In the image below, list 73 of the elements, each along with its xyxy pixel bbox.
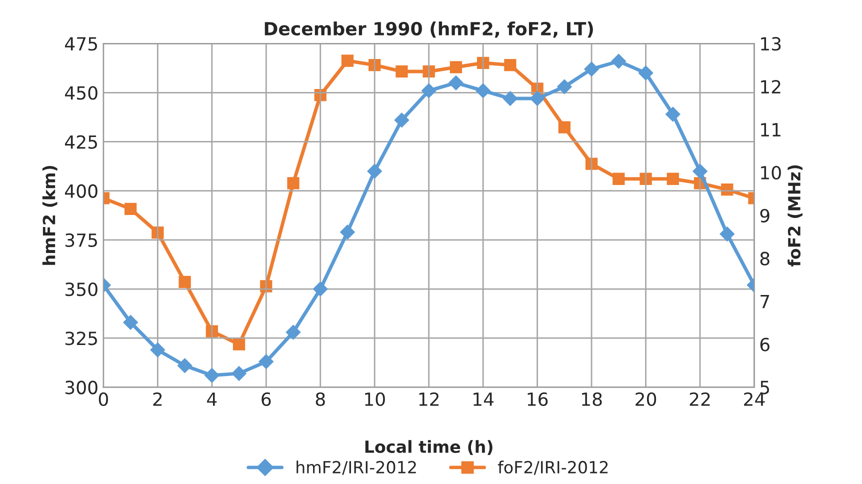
y2-tick-label: 12 bbox=[761, 80, 780, 94]
x-tick-label: 8 bbox=[316, 392, 325, 406]
point bbox=[396, 65, 408, 78]
point bbox=[123, 315, 138, 330]
y2-tick-label: 11 bbox=[761, 123, 780, 136]
point bbox=[692, 164, 708, 179]
legend-label: hmF2/IRI-2012 bbox=[296, 460, 416, 475]
y2-tick-label: 10 bbox=[761, 166, 781, 180]
y-axis-title: hmF2 (km) bbox=[42, 166, 58, 265]
point bbox=[258, 354, 274, 370]
x-tick-label: 10 bbox=[365, 392, 385, 406]
point bbox=[720, 226, 735, 242]
point bbox=[584, 62, 599, 76]
point bbox=[585, 158, 598, 170]
point bbox=[178, 276, 191, 288]
point bbox=[666, 172, 679, 185]
point bbox=[476, 83, 490, 98]
y2-tick-label: 7 bbox=[760, 294, 770, 308]
point bbox=[557, 79, 572, 94]
x-tick-label: 16 bbox=[528, 392, 548, 406]
x-tick-label: 18 bbox=[582, 392, 602, 406]
point bbox=[341, 54, 354, 67]
chart-title: December 1990 (hmF2, foF2, LT) bbox=[264, 22, 593, 38]
point bbox=[448, 75, 464, 90]
point bbox=[640, 172, 652, 185]
point bbox=[502, 91, 518, 106]
y2-tick-label: 8 bbox=[760, 252, 770, 266]
point bbox=[450, 61, 462, 74]
x-tick-label: 2 bbox=[153, 392, 162, 406]
y-tick-label: 475 bbox=[65, 37, 97, 51]
point bbox=[421, 83, 436, 98]
point bbox=[232, 366, 246, 381]
point bbox=[177, 358, 192, 373]
y2-tick-label: 6 bbox=[760, 338, 770, 352]
y-tick-label: 300 bbox=[65, 380, 98, 394]
x-tick-label: 20 bbox=[636, 392, 656, 406]
point bbox=[124, 202, 137, 216]
point bbox=[232, 338, 246, 350]
x-tick-label: 0 bbox=[98, 392, 108, 406]
legend-label: foF2/IRI-2012 bbox=[498, 460, 608, 475]
point bbox=[286, 324, 301, 340]
point bbox=[367, 164, 382, 179]
point bbox=[152, 226, 164, 239]
point bbox=[312, 282, 328, 296]
point bbox=[287, 177, 300, 190]
y-tick-label: 375 bbox=[65, 233, 97, 248]
y-tick-label: 325 bbox=[65, 332, 97, 346]
y-tick-label: 350 bbox=[65, 282, 98, 296]
x-tick-label: 12 bbox=[419, 392, 439, 406]
point bbox=[150, 342, 166, 358]
y-tick-label: 425 bbox=[65, 135, 97, 149]
point bbox=[638, 66, 654, 80]
point bbox=[204, 368, 220, 383]
y2-tick-label: 13 bbox=[761, 37, 781, 51]
point bbox=[394, 112, 410, 128]
y-tick-label: 400 bbox=[65, 184, 98, 198]
y2-axis-title: foF2 (MHz) bbox=[788, 165, 803, 267]
x-tick-label: 14 bbox=[474, 392, 494, 406]
point bbox=[530, 91, 545, 106]
x-tick-label: 22 bbox=[690, 392, 710, 406]
x-tick-label: 4 bbox=[207, 392, 217, 406]
point bbox=[340, 224, 355, 240]
y2-tick-label: 5 bbox=[760, 380, 770, 394]
point bbox=[666, 106, 680, 122]
x-tick-label: 6 bbox=[262, 392, 271, 406]
y2-tick-label: 9 bbox=[760, 208, 770, 222]
x-tick-label: 24 bbox=[744, 392, 765, 406]
x-axis-title: Local time (h) bbox=[365, 440, 492, 455]
point bbox=[558, 121, 571, 134]
point bbox=[612, 172, 625, 185]
point bbox=[504, 58, 516, 72]
point bbox=[611, 54, 626, 69]
y-tick-label: 450 bbox=[65, 86, 98, 100]
